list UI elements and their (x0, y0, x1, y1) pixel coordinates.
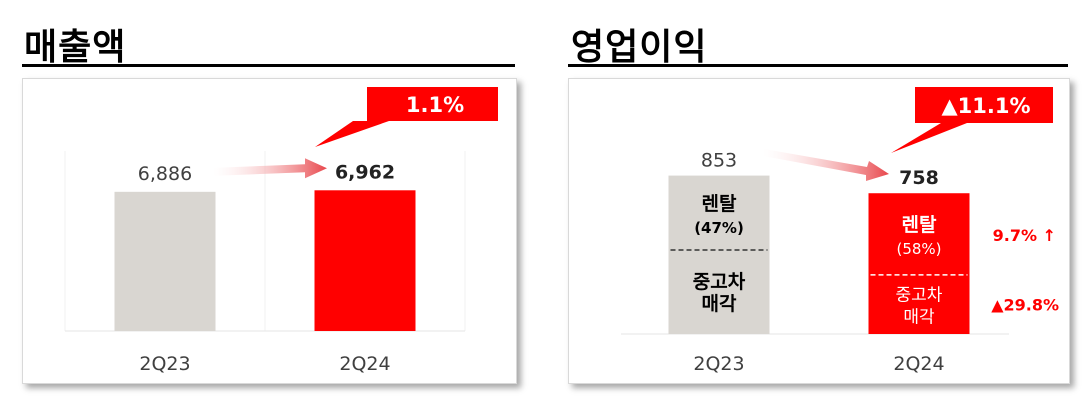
x-tick-2Q24: 2Q24 (339, 353, 390, 375)
operating-profit-panel-title: 영업이익 (571, 27, 708, 68)
operating-profit-title-rule (568, 64, 1068, 67)
segment-label-rental-2Q24: 렌탈 (902, 214, 937, 236)
value-label-2Q23: 853 (701, 150, 737, 172)
bar-2Q24 (868, 193, 970, 334)
growth-arrow (213, 158, 327, 179)
x-tick-2Q24: 2Q24 (893, 353, 944, 375)
segment-label-rental-2Q23: 렌탈 (702, 193, 737, 215)
bar-2Q23 (114, 191, 216, 331)
operating-profit-chart-card: 렌탈 (47%) 중고차 매각 853 2Q23 렌탈 (58%) 중고차 매각 758 2Q24 9.… (568, 78, 1070, 384)
bar-2Q24 (314, 190, 416, 331)
change-arrow (763, 149, 889, 181)
segment-label-usedcar-line2-2Q23: 매각 (702, 293, 737, 315)
operating-profit-chart: 렌탈(47%)중고차매각8532Q23렌탈(58%)중고차매각7582Q249.… (621, 87, 1059, 375)
revenue-panel-title: 매출액 (24, 27, 127, 68)
x-tick-2Q23: 2Q23 (693, 353, 744, 375)
segment-change-rental: 9.7% ↑ (993, 226, 1056, 245)
revenue-chart: 6,886 2Q23 6,962 2Q24 1.1% (64, 87, 498, 375)
segment-label-usedcar-line1-2Q24: 중고차 (896, 285, 943, 305)
value-label-2Q24: 758 (899, 167, 939, 189)
change-callout-text: ▲11.1% (941, 94, 1030, 118)
revenue-title-rule (22, 64, 515, 67)
revenue-chart-card: 6,886 2Q23 6,962 2Q24 1.1% (22, 78, 517, 384)
growth-callout (315, 87, 498, 147)
value-label-2Q24: 6,962 (335, 161, 395, 183)
segment-label-usedcar-line2-2Q24: 매각 (903, 307, 935, 327)
value-label-2Q23: 6,886 (138, 163, 192, 185)
growth-callout-text: 1.1% (406, 93, 464, 117)
x-tick-2Q23: 2Q23 (139, 353, 190, 375)
segment-share-rental-2Q24: (58%) (896, 240, 941, 258)
segment-change-usedcar: ▲29.8% (991, 295, 1059, 314)
bar-2Q23 (668, 175, 770, 334)
change-callout (891, 87, 1053, 153)
segment-label-usedcar-line1-2Q23: 중고차 (693, 271, 746, 293)
segment-share-rental-2Q23: (47%) (694, 219, 744, 237)
